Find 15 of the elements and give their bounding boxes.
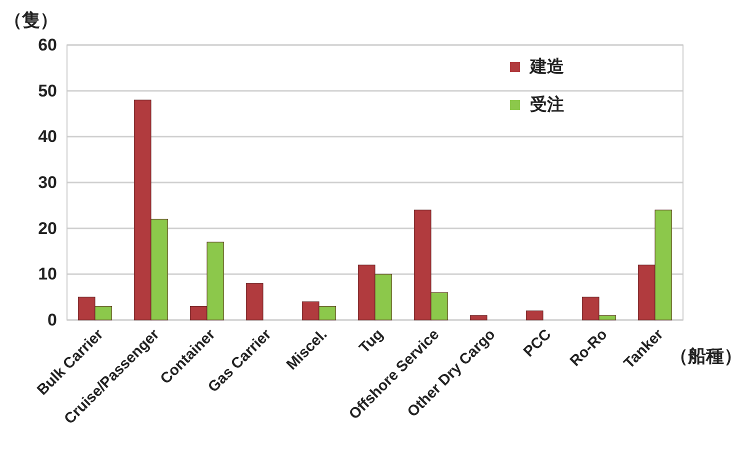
- legend-label: 受注: [530, 95, 564, 114]
- y-tick-label: 0: [48, 310, 57, 330]
- y-axis-title: （隻）: [4, 10, 58, 30]
- y-tick-label: 30: [38, 172, 57, 192]
- x-axis-title: （船種）: [670, 346, 742, 366]
- legend-label: 建造: [528, 57, 564, 76]
- y-tick-label: 40: [38, 127, 57, 146]
- y-tick-label: 10: [38, 264, 57, 284]
- bar: [526, 310, 544, 320]
- bar: [470, 315, 488, 320]
- y-tick-label: 50: [38, 81, 57, 100]
- bar: [246, 283, 264, 320]
- y-tick-label: 20: [38, 218, 57, 238]
- x-tick-label: Tug: [356, 326, 387, 357]
- y-tick-label: 60: [38, 35, 57, 54]
